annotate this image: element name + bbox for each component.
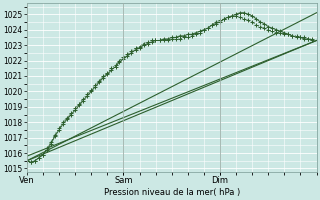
X-axis label: Pression niveau de la mer( hPa ): Pression niveau de la mer( hPa ) — [104, 188, 240, 197]
